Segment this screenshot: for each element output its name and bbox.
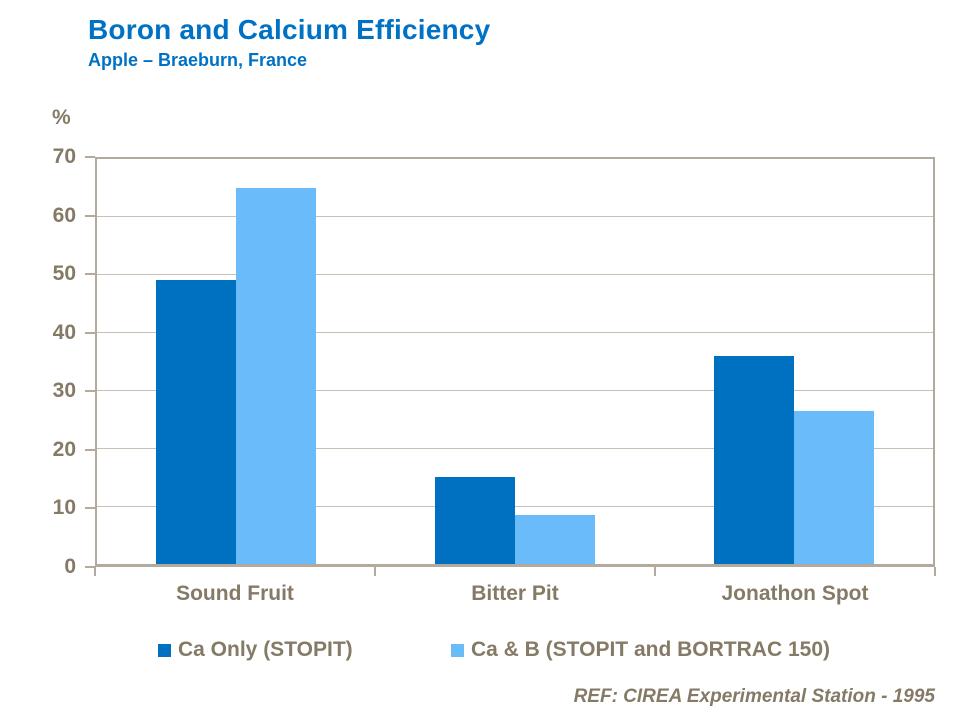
y-tick-mark-40 bbox=[85, 331, 95, 334]
y-tick-mark-20 bbox=[85, 448, 95, 451]
y-tick-label-60: 60 bbox=[52, 203, 76, 227]
y-axis-unit-label: % bbox=[52, 106, 71, 129]
x-tick-mark-1 bbox=[374, 567, 376, 576]
y-tick-label-20: 20 bbox=[52, 437, 76, 461]
y-tick-label-10: 10 bbox=[52, 496, 76, 520]
x-tick-mark-2 bbox=[654, 567, 656, 576]
bar-series0-sound-fruit bbox=[156, 280, 237, 564]
chart-title: Boron and Calcium Efficiency bbox=[88, 14, 491, 45]
legend-label-ca-only: Ca Only (STOPIT) bbox=[178, 638, 353, 661]
y-tick-mark-10 bbox=[85, 507, 95, 510]
bar-series1-jonathon-spot bbox=[793, 411, 874, 564]
y-tick-label-40: 40 bbox=[52, 320, 76, 344]
y-tick-label-70: 70 bbox=[52, 145, 76, 168]
plot-area bbox=[95, 157, 935, 567]
y-tick-label-0: 0 bbox=[64, 555, 76, 578]
x-tick-mark-3 bbox=[934, 567, 936, 576]
legend-swatch-ca-only bbox=[158, 643, 171, 657]
category-label-sound-fruit: Sound Fruit bbox=[176, 582, 294, 605]
legend-swatch-ca-and-b bbox=[451, 643, 464, 657]
gridline-20 bbox=[97, 447, 933, 449]
y-tick-label-30: 30 bbox=[52, 379, 76, 403]
category-label-jonathon-spot: Jonathon Spot bbox=[721, 582, 869, 605]
bar-series1-sound-fruit bbox=[236, 188, 317, 564]
gridline-30 bbox=[97, 389, 933, 391]
legend-label-ca-and-b: Ca & B (STOPIT and BORTRAC 150) bbox=[471, 638, 830, 661]
gridline-50 bbox=[97, 274, 933, 276]
legend-item-ca-and-b: Ca & B (STOPIT and BORTRAC 150) bbox=[451, 636, 830, 664]
gridline-10 bbox=[97, 505, 933, 507]
y-tick-mark-30 bbox=[85, 390, 95, 393]
chart-subtitle: Apple – Braeburn, France bbox=[88, 50, 308, 70]
bar-series0-jonathon-spot bbox=[713, 356, 794, 564]
reference-note: REF: CIREA Experimental Station - 1995 bbox=[573, 686, 935, 707]
y-tick-mark-0 bbox=[85, 566, 95, 568]
bar-series1-bitter-pit bbox=[515, 515, 595, 564]
gridline-60 bbox=[97, 216, 933, 218]
y-tick-mark-70 bbox=[85, 156, 95, 158]
gridline-40 bbox=[97, 332, 933, 334]
x-tick-mark-0 bbox=[94, 567, 96, 576]
category-label-bitter-pit: Bitter Pit bbox=[471, 582, 559, 605]
y-tick-mark-60 bbox=[85, 214, 95, 217]
bar-series0-bitter-pit bbox=[435, 477, 515, 564]
legend-item-ca-only: Ca Only (STOPIT) bbox=[158, 636, 353, 664]
y-tick-mark-50 bbox=[85, 273, 95, 276]
y-tick-label-50: 50 bbox=[52, 262, 76, 286]
